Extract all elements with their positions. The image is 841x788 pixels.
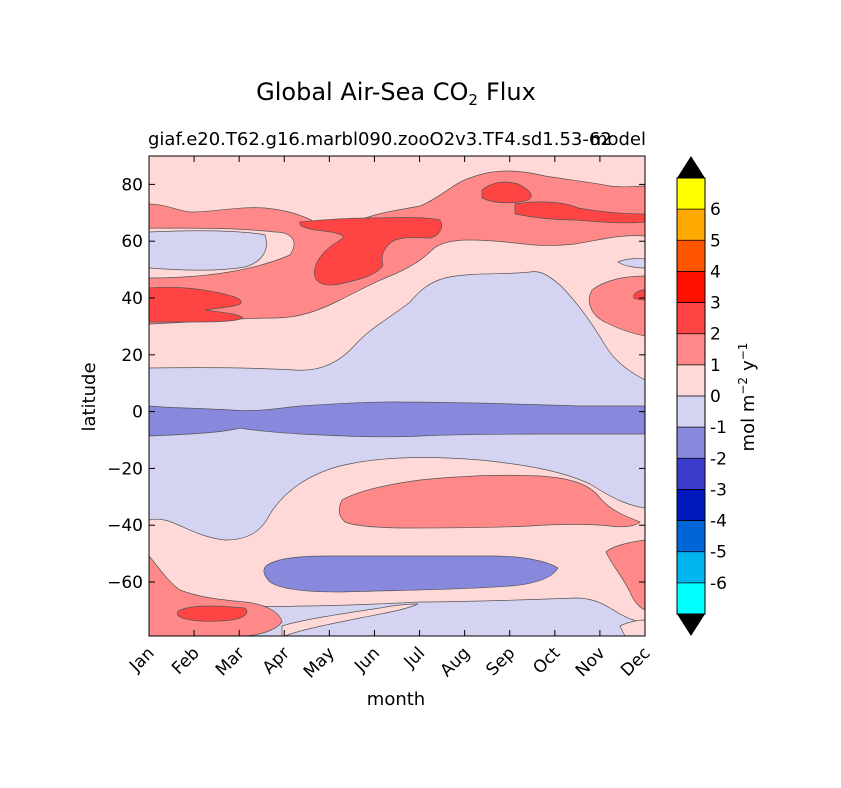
y-tick-label: 60 [121,232,143,252]
region-north-2-3-b [481,181,532,204]
region-north-1-2-dec [588,275,645,337]
region-equatorial [149,401,645,438]
colorbar-swatch [677,458,705,490]
x-tick-label-nov: Nov [572,643,610,681]
y-tick-label: 40 [121,289,143,309]
x-tick-label-sep: Sep [482,643,519,680]
colorbar-under-triangle [677,614,705,636]
colorbar-swatch [677,178,705,210]
x-tick-label-oct: Oct [529,643,564,678]
y-axis-label: latitude [79,362,100,431]
chart-subtitle-model: model [590,129,646,150]
colorbar-swatch [677,551,705,583]
colorbar: -6 -5 -4 -3 -2 -1 0 1 2 3 4 5 6 [676,156,727,636]
contour-plot [148,155,646,637]
colorbar-swatch [677,520,705,552]
colorbar-swatch [677,396,705,428]
region-north-2-3-d [149,286,244,323]
region-north-pocket-dec [617,258,645,269]
y-axis: 80 60 40 20 0 −20 −40 −60 [107,175,645,593]
colorbar-swatch [677,302,705,334]
region-south-1-2 [338,474,641,529]
chart-subtitle-run: giaf.e20.T62.g16.marbl090.zooO2v3.TF4.sd… [148,129,612,150]
colorbar-tick-label: -1 [710,418,727,438]
y-tick-label: −20 [107,459,143,479]
colorbar-tick-label: 6 [710,200,721,220]
colorbar-over-triangle [677,156,705,178]
x-tick-label-aug: Aug [437,643,475,681]
colorbar-tick-label: 1 [710,356,721,376]
x-axis-label: month [367,689,425,710]
region-north-2-3-a [299,217,443,286]
x-tick-label-feb: Feb [168,643,203,678]
colorbar-label: mol m−2y−1 [736,343,759,452]
y-tick-label: −60 [107,573,143,593]
colorbar-tick-label: 5 [710,231,721,251]
colorbar-tick-label: -5 [710,543,727,563]
colorbar-swatch [677,333,705,365]
region-bottom-strip-dec [619,619,645,636]
colorbar-tick-label: 4 [710,262,721,282]
y-tick-label: 80 [121,175,143,195]
y-tick-label: −40 [107,516,143,536]
region-north-2-3-e [633,289,645,301]
region-north-2-3-c [514,201,645,224]
x-tick-label-mar: Mar [212,643,249,680]
colorbar-tick-label: -2 [710,449,727,469]
chart-title: Global Air-Sea CO2 Flux [256,78,536,109]
colorbar-swatch [677,240,705,272]
colorbar-tick-label: -6 [710,574,727,594]
colorbar-tick-label: -4 [710,512,727,532]
region-bottom-strip [281,603,419,636]
colorbar-swatch [677,489,705,521]
x-tick-label-jul: Jul [400,643,429,672]
y-tick-label: 20 [121,346,143,366]
colorbar-tick-label: -3 [710,480,727,500]
colorbar-tick-label: 0 [710,387,721,407]
colorbar-tick-label: 3 [710,294,721,314]
region-south-1-2-dec [605,539,645,611]
colorbar-tick-label: 2 [710,325,721,345]
region-south-neg [263,555,559,593]
y-tick-label: 0 [132,403,143,423]
colorbar-swatch [677,271,705,303]
x-tick-label-jan: Jan [125,643,158,676]
x-tick-label-dec: Dec [617,643,654,680]
x-tick-label-jun: Jun [350,643,384,677]
colorbar-swatch [677,427,705,459]
plot-frame [148,155,646,637]
x-tick-label-apr: Apr [259,643,294,678]
region-far-south-2-3 [176,605,248,622]
x-tick-label-may: May [300,643,339,682]
colorbar-swatch [677,209,705,241]
colorbar-swatch [677,582,705,614]
colorbar-swatch [677,364,705,396]
region-north-pocket [149,230,267,271]
